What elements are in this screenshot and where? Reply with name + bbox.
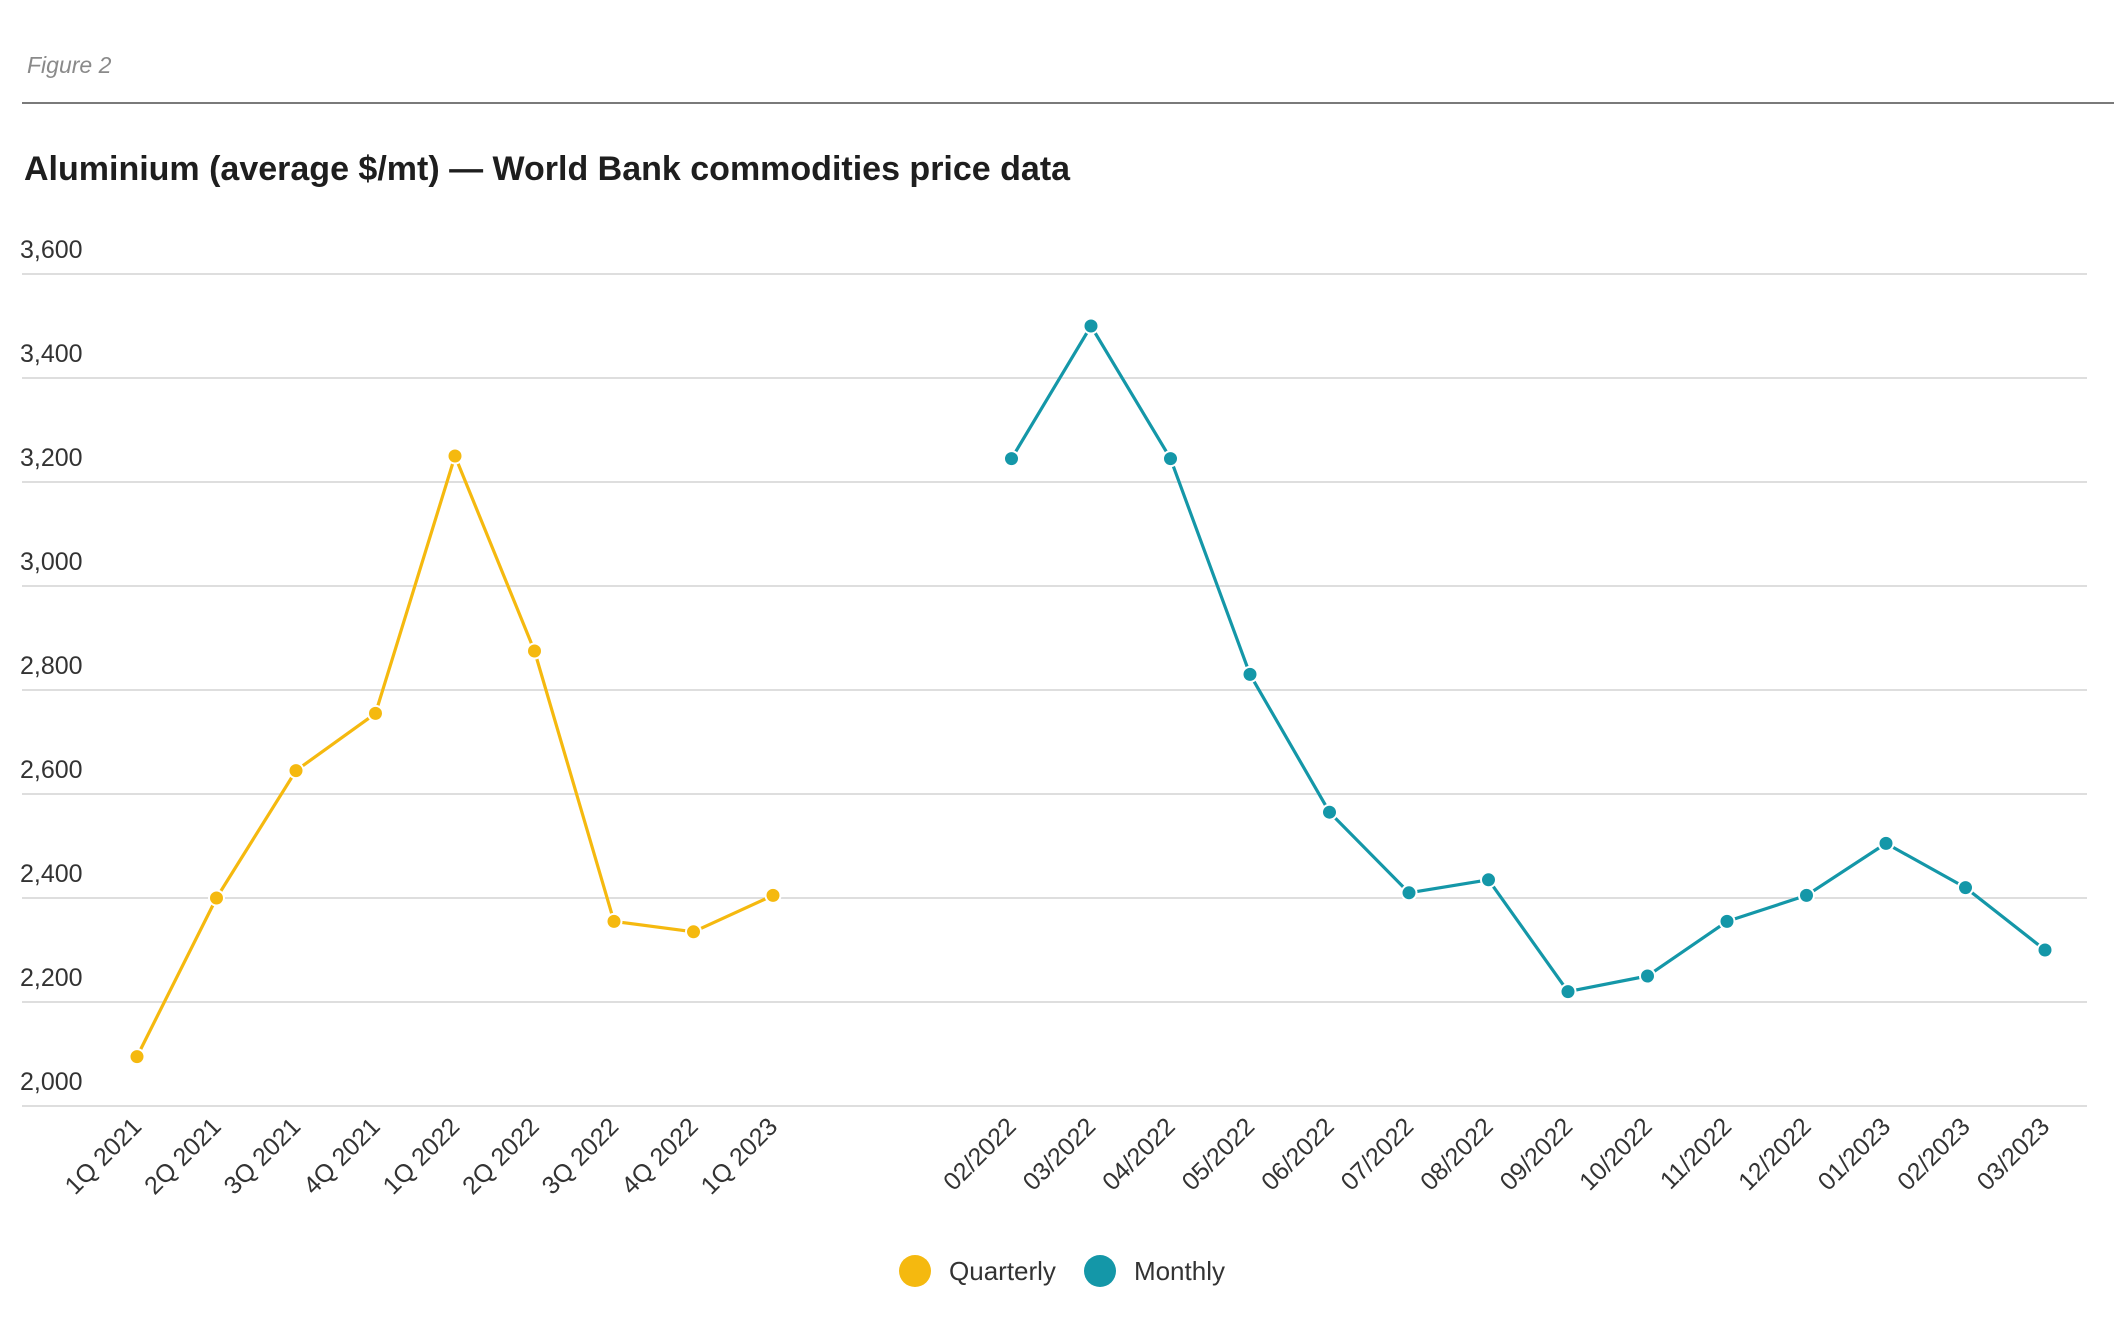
data-point-quarterly[interactable]: [526, 642, 543, 660]
data-point-monthly[interactable]: [1003, 450, 1020, 468]
y-tick-label: 3,200: [20, 444, 83, 472]
x-tick-label: 11/2022: [1655, 1112, 1737, 1194]
legend-item-monthly[interactable]: Monthly: [1083, 1255, 1225, 1287]
x-tick-label: 4Q 2021: [298, 1112, 386, 1200]
series-lines: [128, 317, 2054, 1066]
data-point-monthly[interactable]: [1321, 803, 1338, 821]
figure-label: Figure 2: [27, 52, 112, 78]
data-point-monthly[interactable]: [1400, 884, 1418, 902]
x-tick-label: 02/2022: [938, 1112, 1022, 1196]
y-tick-label: 3,600: [20, 236, 83, 264]
legend-label-monthly: Monthly: [1133, 1255, 1225, 1286]
data-point-monthly[interactable]: [1480, 871, 1497, 889]
x-tick-label: 10/2022: [1574, 1112, 1658, 1196]
series-line-monthly: [1009, 324, 2047, 994]
x-tick-label: 1Q 2023: [696, 1112, 784, 1200]
data-point-monthly[interactable]: [1877, 834, 1895, 852]
line-chart: 2,000 2,200 2,400 2,600 2,800 3,000 3,200 3,400…: [20, 236, 2087, 1200]
data-point-quarterly[interactable]: [287, 762, 305, 780]
x-tick-label: 04/2022: [1097, 1112, 1181, 1196]
y-tick-label: 2,800: [20, 652, 83, 680]
x-tick-label: 07/2022: [1336, 1112, 1420, 1196]
data-point-monthly[interactable]: [1082, 317, 1100, 335]
legend-item-quarterly[interactable]: Quarterly: [899, 1255, 1056, 1287]
y-tick-label: 2,200: [20, 964, 83, 992]
y-tick-label: 2,600: [20, 756, 83, 784]
y-tick-label: 2,000: [20, 1068, 83, 1096]
data-point-monthly[interactable]: [1639, 967, 1656, 985]
x-tick-label: 03/2022: [1018, 1112, 1102, 1196]
data-point-monthly[interactable]: [1241, 665, 1259, 683]
grid-lines: [22, 273, 2087, 1107]
x-tick-label: 3Q 2021: [219, 1112, 307, 1200]
x-tick-label: 09/2022: [1495, 1112, 1579, 1196]
x-tick-label: 12/2022: [1733, 1112, 1817, 1196]
y-tick-label: 2,400: [20, 860, 83, 888]
legend-label-quarterly: Quarterly: [949, 1255, 1056, 1286]
x-tick-label: 01/2023: [1813, 1112, 1897, 1196]
x-tick-label: 1Q 2022: [378, 1112, 466, 1200]
y-axis-tick-labels: 2,000 2,200 2,400 2,600 2,800 3,000 3,200 3,400…: [20, 236, 83, 1096]
quarterly-swatch-icon: [899, 1255, 932, 1287]
x-tick-label: 06/2022: [1256, 1112, 1340, 1196]
data-point-quarterly[interactable]: [367, 704, 384, 722]
data-point-monthly[interactable]: [1559, 983, 1577, 1001]
data-point-quarterly[interactable]: [128, 1048, 146, 1066]
y-tick-label: 3,000: [20, 548, 83, 576]
series-monthly: [1003, 317, 2054, 1001]
monthly-swatch-icon: [1083, 1255, 1116, 1287]
data-point-quarterly[interactable]: [764, 886, 782, 904]
x-tick-label: 2Q 2022: [457, 1112, 545, 1200]
data-point-monthly[interactable]: [1718, 912, 1736, 930]
x-tick-label: 4Q 2022: [616, 1112, 704, 1200]
series-quarterly: [128, 447, 782, 1066]
x-tick-label: 05/2022: [1177, 1112, 1261, 1196]
data-point-monthly[interactable]: [2036, 941, 2054, 959]
x-tick-label: 1Q 2021: [60, 1112, 148, 1200]
data-point-monthly[interactable]: [1957, 879, 1974, 897]
data-point-quarterly[interactable]: [685, 923, 702, 941]
x-tick-label: 03/2023: [1972, 1112, 2056, 1196]
x-tick-label: 08/2022: [1415, 1112, 1499, 1196]
legend: Quarterly Monthly: [0, 1255, 2124, 1287]
x-tick-label: 3Q 2022: [537, 1112, 625, 1200]
top-divider: [22, 102, 2114, 104]
data-point-monthly[interactable]: [1798, 886, 1815, 904]
data-point-monthly[interactable]: [1162, 450, 1179, 468]
x-tick-label: 02/2023: [1892, 1112, 1976, 1196]
data-point-quarterly[interactable]: [208, 889, 225, 907]
series-line-quarterly: [135, 454, 775, 1059]
data-point-quarterly[interactable]: [446, 447, 464, 465]
x-tick-label: 2Q 2021: [139, 1112, 227, 1200]
chart-title: Aluminium (average $/mt) — World Bank co…: [24, 150, 1071, 188]
data-point-quarterly[interactable]: [605, 912, 623, 930]
y-tick-label: 3,400: [20, 340, 83, 368]
